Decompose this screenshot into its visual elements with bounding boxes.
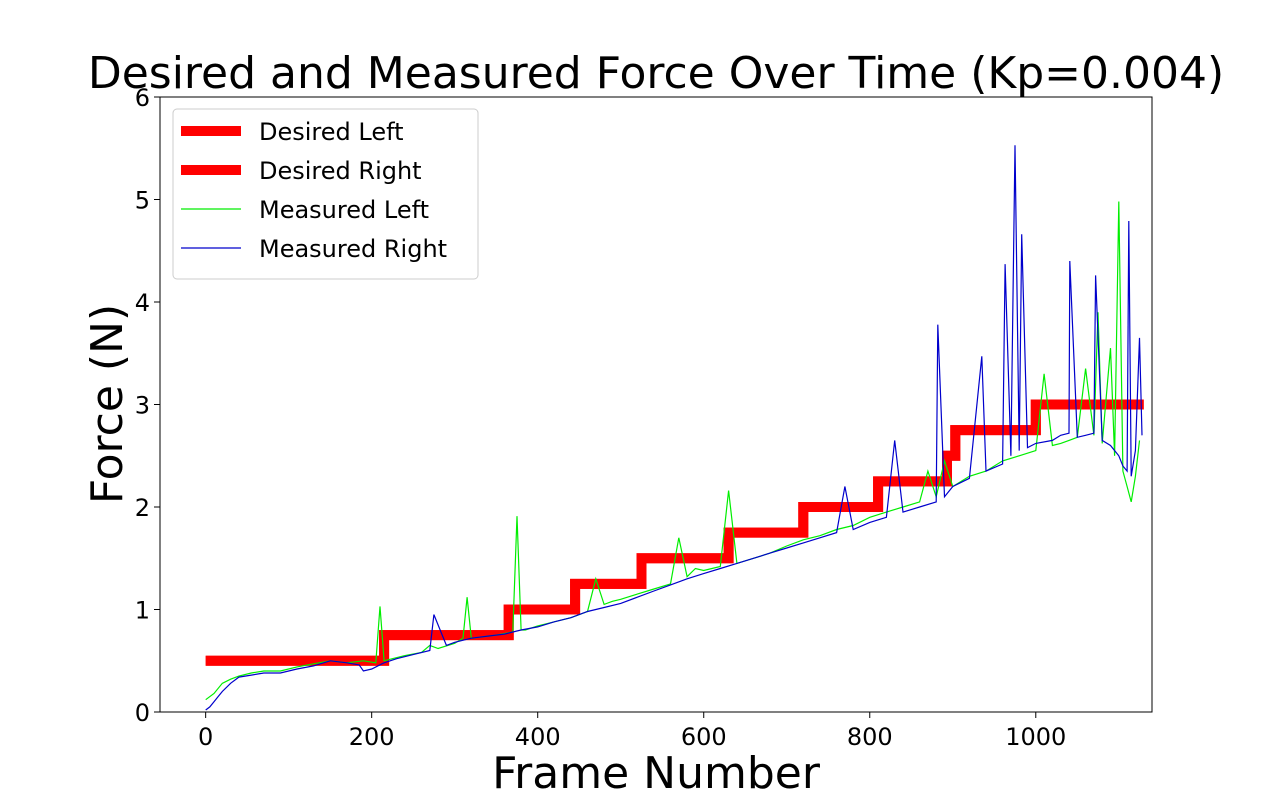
plot-series (205, 145, 1144, 711)
x-axis: 0 200 400 600 800 1000 (198, 712, 1066, 751)
y-tick-label: 6 (135, 84, 150, 112)
legend-label: Desired Left (259, 118, 404, 146)
y-tick-label: 4 (135, 289, 150, 317)
y-tick-label: 0 (135, 699, 150, 727)
series-line-4 (205, 145, 1143, 711)
x-tick-label: 600 (681, 723, 727, 751)
x-tick-label: 800 (847, 723, 893, 751)
legend-label: Measured Right (259, 235, 447, 263)
y-axis-label: Force (N) (82, 304, 133, 504)
y-tick-label: 3 (135, 392, 150, 420)
x-tick-label: 200 (349, 723, 395, 751)
y-tick-label: 5 (135, 187, 150, 215)
legend: Desired Left Desired Right Measured Left Me… (172, 108, 479, 280)
x-axis-label: Frame Number (492, 748, 821, 799)
legend-label: Desired Right (259, 157, 422, 185)
y-axis: 0 1 2 3 4 5 6 (135, 84, 160, 727)
chart-title: Desired and Measured Force Over Time (Kp… (88, 48, 1224, 99)
x-tick-label: 400 (515, 723, 561, 751)
legend-label: Measured Left (259, 196, 429, 224)
y-tick-label: 1 (135, 597, 150, 625)
x-tick-label: 1000 (1005, 723, 1066, 751)
y-tick-label: 2 (135, 494, 150, 522)
legend-box (172, 108, 479, 280)
series-line-2 (205, 399, 1144, 666)
series-line-3 (205, 201, 1141, 701)
x-tick-label: 0 (198, 723, 213, 751)
